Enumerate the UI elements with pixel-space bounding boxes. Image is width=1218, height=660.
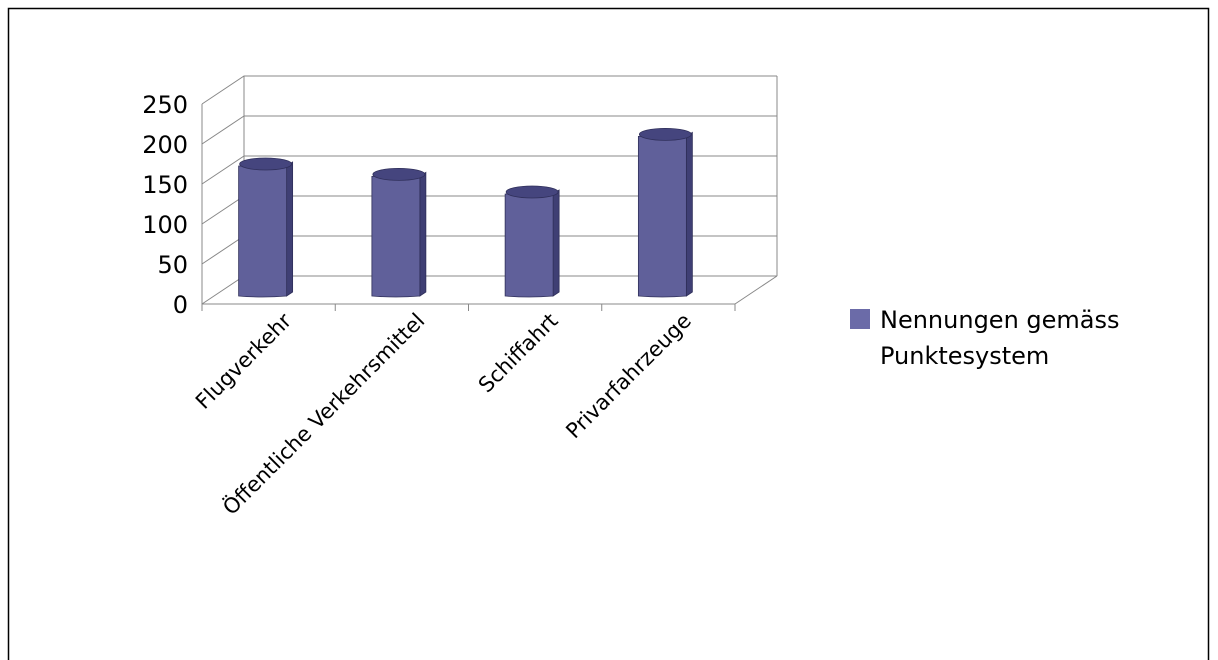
floor-right-edge [734,275,778,305]
x-category-label: Privarfahrzeuge [561,309,696,444]
y-axis-ticks: 0 50 100 150 200 250 [142,91,188,319]
legend-label-line-2: Punktesystem [880,342,1049,370]
chart-border [7,7,1210,660]
y-tick-label: 0 [173,291,188,319]
legend-swatch [850,309,870,329]
y-tick-label: 50 [157,251,188,279]
bar [371,167,427,298]
y-tick-label: 100 [142,211,188,239]
bar [504,185,560,298]
x-category-label: Flugverkehr [191,308,296,413]
legend: Nennungen gemäss Punktesystem [850,306,1120,370]
bar [637,127,693,298]
gridline [201,115,777,145]
legend-label-line-1: Nennungen gemäss [880,306,1120,334]
gridline [201,75,777,105]
gridline [201,155,777,185]
y-tick-label: 200 [142,131,188,159]
bars-layer [238,127,693,298]
y-tick-label: 150 [142,171,188,199]
x-category-label: Schiffahrt [474,309,563,398]
y-tick-label: 250 [142,91,188,119]
bar [238,157,294,298]
